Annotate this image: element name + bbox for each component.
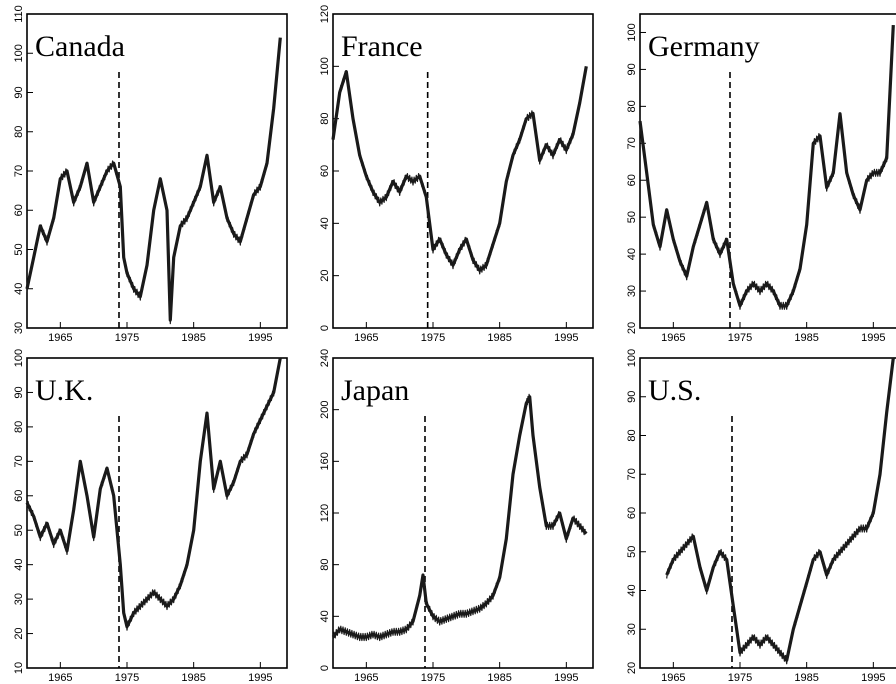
- panel-title: Germany: [648, 30, 760, 63]
- y-tick-label: 60: [13, 204, 25, 216]
- y-tick-label: 160: [319, 452, 331, 470]
- y-tick-label: 100: [626, 349, 638, 367]
- y-tick-label: 70: [13, 455, 25, 467]
- plot-frame: [332, 357, 594, 669]
- x-tick-label: 1975: [115, 672, 139, 684]
- x-tick-label: 1995: [248, 332, 272, 344]
- x-tick-label: 1995: [554, 332, 578, 344]
- y-tick-label: 90: [626, 63, 638, 75]
- x-tick-label: 1965: [48, 672, 72, 684]
- y-tick-label: 40: [13, 559, 25, 571]
- y-tick-label: 80: [13, 126, 25, 138]
- plot-frame: [26, 357, 288, 669]
- y-tick-label: 70: [626, 468, 638, 480]
- panel-germany: 20 30 40 50 60 70 80 90 100 1965 1975 1985 1995 Germa…: [626, 13, 896, 344]
- y-tick-label: 120: [319, 5, 331, 23]
- y-tick-label: 50: [13, 243, 25, 255]
- y-tick-label: 80: [626, 100, 638, 112]
- y-tick-label: 40: [13, 283, 25, 295]
- y-tick-label: 80: [319, 113, 331, 125]
- y-tick-label: 20: [626, 662, 638, 674]
- y-tick-label: 70: [626, 137, 638, 149]
- x-tick-label: 1995: [554, 672, 578, 684]
- y-tick-label: 100: [626, 23, 638, 41]
- panel-france: 0 20 40 60 80 100 120 1965 1975 1985 1995 France: [319, 5, 594, 344]
- y-tick-label: 30: [626, 623, 638, 635]
- y-tick-label: 10: [13, 662, 25, 674]
- series-texture: [26, 45, 280, 325]
- y-tick-label: 40: [319, 610, 331, 622]
- y-tick-label: 90: [13, 86, 25, 98]
- x-tick-label: 1985: [181, 672, 205, 684]
- y-tick-label: 240: [319, 349, 331, 367]
- x-tick-label: 1985: [794, 672, 818, 684]
- y-tick-label: 40: [626, 584, 638, 596]
- y-tick-label: 80: [626, 429, 638, 441]
- x-tick-label: 1995: [861, 332, 885, 344]
- y-tick-label: 30: [13, 322, 25, 334]
- x-tick-label: 1985: [794, 332, 818, 344]
- plot-frame: [639, 13, 896, 329]
- x-tick-label: 1995: [861, 672, 885, 684]
- y-tick-label: 60: [13, 490, 25, 502]
- series-texture: [666, 363, 893, 665]
- y-tick-label: 40: [626, 248, 638, 260]
- x-tick-label: 1965: [48, 332, 72, 344]
- panel-title: Japan: [341, 374, 409, 407]
- plot-frame: [332, 13, 594, 329]
- y-tick-label: 60: [626, 174, 638, 186]
- x-tick-label: 1985: [487, 332, 511, 344]
- plot-frame: [26, 13, 288, 329]
- series-texture: [639, 43, 893, 310]
- y-tick-label: 100: [13, 44, 25, 62]
- y-tick-label: 50: [626, 546, 638, 558]
- panel-japan: 0 40 80 120 160 200 240 1965 1975 1985 1995 Japan: [319, 349, 594, 684]
- y-tick-label: 80: [13, 421, 25, 433]
- y-tick-label: 200: [319, 400, 331, 418]
- x-tick-label: 1975: [421, 332, 445, 344]
- y-tick-label: 100: [319, 57, 331, 75]
- y-tick-label: 60: [319, 165, 331, 177]
- panel-title: U.S.: [648, 374, 701, 407]
- x-tick-label: 1975: [728, 332, 752, 344]
- panel-us: 20 30 40 50 60 70 80 90 100 1965 1975 1985 1995 U.S.: [626, 349, 896, 684]
- y-tick-label: 50: [626, 211, 638, 223]
- panel-title: U.K.: [35, 374, 93, 407]
- x-tick-label: 1965: [661, 332, 685, 344]
- y-tick-label: 30: [13, 593, 25, 605]
- y-tick-label: 20: [626, 322, 638, 334]
- x-tick-label: 1975: [421, 672, 445, 684]
- x-tick-label: 1985: [487, 672, 511, 684]
- y-tick-label: 90: [626, 391, 638, 403]
- x-tick-label: 1965: [354, 672, 378, 684]
- y-tick-label: 120: [319, 504, 331, 522]
- y-tick-label: 0: [319, 325, 331, 331]
- y-tick-label: 70: [13, 165, 25, 177]
- y-tick-label: 40: [319, 217, 331, 229]
- x-tick-label: 1965: [354, 332, 378, 344]
- y-tick-label: 0: [319, 665, 331, 671]
- x-tick-label: 1995: [248, 672, 272, 684]
- panel-title: France: [341, 30, 423, 63]
- y-tick-label: 60: [626, 507, 638, 519]
- panel-canada: 30 40 50 60 70 80 90 100 110 1965 1975 1985 1995 Cana…: [13, 5, 288, 344]
- panel-uk: 10 20 30 40 50 60 70 80 90 100 1965 1975 1985 1995 U.K…: [13, 349, 288, 684]
- y-tick-label: 20: [13, 627, 25, 639]
- y-tick-label: 90: [13, 386, 25, 398]
- y-tick-label: 50: [13, 524, 25, 536]
- y-tick-label: 20: [319, 270, 331, 282]
- series-texture: [332, 68, 586, 275]
- series-texture: [26, 360, 280, 631]
- series-texture: [332, 393, 586, 642]
- y-tick-label: 80: [319, 559, 331, 571]
- y-tick-label: 100: [13, 349, 25, 367]
- x-tick-label: 1965: [661, 672, 685, 684]
- x-tick-label: 1975: [728, 672, 752, 684]
- y-tick-label: 110: [13, 5, 25, 23]
- y-tick-label: 30: [626, 285, 638, 297]
- panel-title: Canada: [35, 30, 125, 63]
- x-tick-label: 1975: [115, 332, 139, 344]
- x-tick-label: 1985: [181, 332, 205, 344]
